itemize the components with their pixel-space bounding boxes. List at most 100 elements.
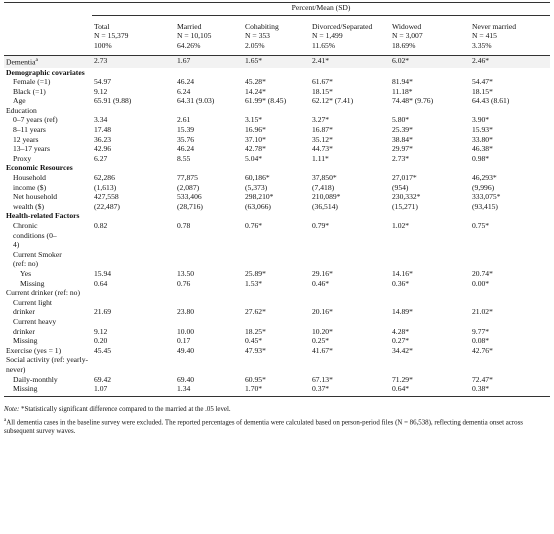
label-text: Missing xyxy=(20,278,45,288)
table-row: Exercise (yes = 1) 45.45 49.40 47.93* 41.67*… xyxy=(4,346,550,356)
cell: 36.23 xyxy=(92,135,175,145)
cell-value: 44.73* xyxy=(312,144,333,154)
label-text: Current heavy drinker xyxy=(13,316,57,336)
cell: 5.80* xyxy=(390,115,470,125)
cell: 15.94 xyxy=(92,269,175,279)
cell-value: 11.18* xyxy=(392,86,413,96)
cell: 81.94* xyxy=(390,77,470,87)
table-row: Social activity (ref: yearly-never) xyxy=(4,355,550,374)
cell-value: 67.13* xyxy=(312,374,333,384)
cell-value: 14.24* xyxy=(245,86,266,96)
label-text: Age xyxy=(13,96,26,106)
cell-sd: (954) xyxy=(392,182,409,192)
cell-value: 0.25* xyxy=(312,336,330,346)
cell-value: 74.48* (9.76) xyxy=(392,96,434,106)
cell-value: 17.48 xyxy=(94,125,112,135)
cell xyxy=(175,106,243,116)
cell: 27.62* xyxy=(243,298,310,317)
cell-value: 42.76* xyxy=(472,345,493,355)
table-row: Health-related Factors xyxy=(4,211,550,221)
label-text: 8–11 years xyxy=(13,125,46,135)
cell-value: 230,332* xyxy=(392,192,421,202)
cell-value: 15.93* xyxy=(472,125,493,135)
cell: 3.90* xyxy=(470,115,550,125)
cell-value: 71.29* xyxy=(392,374,413,384)
cell: 5.04* xyxy=(243,154,310,164)
cell: 0.00* xyxy=(470,279,550,289)
cell-value: 1.11* xyxy=(312,153,329,163)
column-pct: 18.69% xyxy=(392,40,416,50)
cell-value: 2.46* xyxy=(472,56,490,66)
cell: 533,406 (28,716) xyxy=(175,192,243,211)
cell xyxy=(175,68,243,78)
cell: 3.15* xyxy=(243,115,310,125)
table-row: Yes 15.94 13.50 25.89* 29.16* 14.16* 20.74* xyxy=(4,269,550,279)
cell: 46.38* xyxy=(470,144,550,154)
column-name: Cohabiting xyxy=(245,21,279,31)
cell xyxy=(243,106,310,116)
column-n: N = 1,499 xyxy=(312,31,343,41)
cell-value: 45.45 xyxy=(94,345,112,355)
cell xyxy=(243,250,310,269)
cell-value: 1.67 xyxy=(177,56,191,66)
cell: 9.12 xyxy=(92,87,175,97)
cell: 0.76 xyxy=(175,279,243,289)
cell xyxy=(175,211,243,221)
column-name: Married xyxy=(177,21,202,31)
label-text: Current light drinker xyxy=(13,297,53,317)
cell: 16.96* xyxy=(243,125,310,135)
note-marker: a xyxy=(4,417,7,423)
cell: 42.76* xyxy=(470,346,550,356)
column-n: N = 415 xyxy=(472,31,497,41)
cell: 44.73* xyxy=(310,144,390,154)
cell-value: 21.02* xyxy=(472,307,493,317)
cell: 0.27* xyxy=(390,336,470,346)
label-text: Social activity (ref: yearly-never) xyxy=(6,355,89,374)
cell: 6.02* xyxy=(390,55,470,68)
label-text: Daily-monthly xyxy=(13,374,58,384)
cell: 210,089* (36,514) xyxy=(310,192,390,211)
table-row: Black (=1) 9.12 6.24 14.24* 18.15* 11.18* 18.1… xyxy=(4,87,550,97)
cell-value: 0.76 xyxy=(177,278,191,288)
cell: 54.47* xyxy=(470,77,550,87)
cell: 2.61 xyxy=(175,115,243,125)
cell-value: 62.12* (7.41) xyxy=(312,96,354,106)
cell: 61.67* xyxy=(310,77,390,87)
note: Note: *Statistically significant differe… xyxy=(4,405,550,414)
column-pct: 64.26% xyxy=(177,40,201,50)
cell-value: 54.97 xyxy=(94,77,112,87)
cell-value: 0.17 xyxy=(177,336,191,346)
cell: 1.65* xyxy=(243,55,310,68)
cell-value: 72.47* xyxy=(472,374,493,384)
cell: 74.48* (9.76) xyxy=(390,96,470,106)
cell-value: 45.28* xyxy=(245,77,266,87)
column-header: Divorced/Separated N = 1,499 11.65% xyxy=(310,15,390,57)
cell: 1.07 xyxy=(92,384,175,397)
row-label: Black (=1) xyxy=(4,87,92,97)
row-label: Education xyxy=(4,106,92,116)
cell-value: 38.84* xyxy=(392,134,413,144)
cell-value: 2.73* xyxy=(392,153,410,163)
cell: 35.12* xyxy=(310,135,390,145)
cell: 0.17 xyxy=(175,336,243,346)
cell-value: 10.20* xyxy=(312,326,333,336)
row-label: Proxy xyxy=(4,154,92,164)
table-row: Current Smoker (ref: no) xyxy=(4,250,550,269)
label-text: Current Smoker (ref: no) xyxy=(13,249,62,269)
cell: 42.96 xyxy=(92,144,175,154)
spanner-header: Percent/Mean (SD) xyxy=(92,2,551,16)
cell: 46,293* (9,996) xyxy=(470,173,550,192)
row-label: Net household wealth ($) xyxy=(4,192,92,211)
label-text: Proxy xyxy=(13,153,32,163)
cell-value: 2.73 xyxy=(94,56,108,66)
note-prefix: Note: xyxy=(4,405,20,413)
cell-value: 14.89* xyxy=(392,307,413,317)
cell xyxy=(470,355,550,374)
row-label: Yes xyxy=(4,269,92,279)
cell: 34.42* xyxy=(390,346,470,356)
table-row: Missing 0.20 0.17 0.45* 0.25* 0.27* 0.08* xyxy=(4,336,550,346)
label-text: 13–17 years xyxy=(13,144,50,154)
cell-value: 33.80* xyxy=(472,134,493,144)
cell-sd: (15,271) xyxy=(392,201,418,211)
